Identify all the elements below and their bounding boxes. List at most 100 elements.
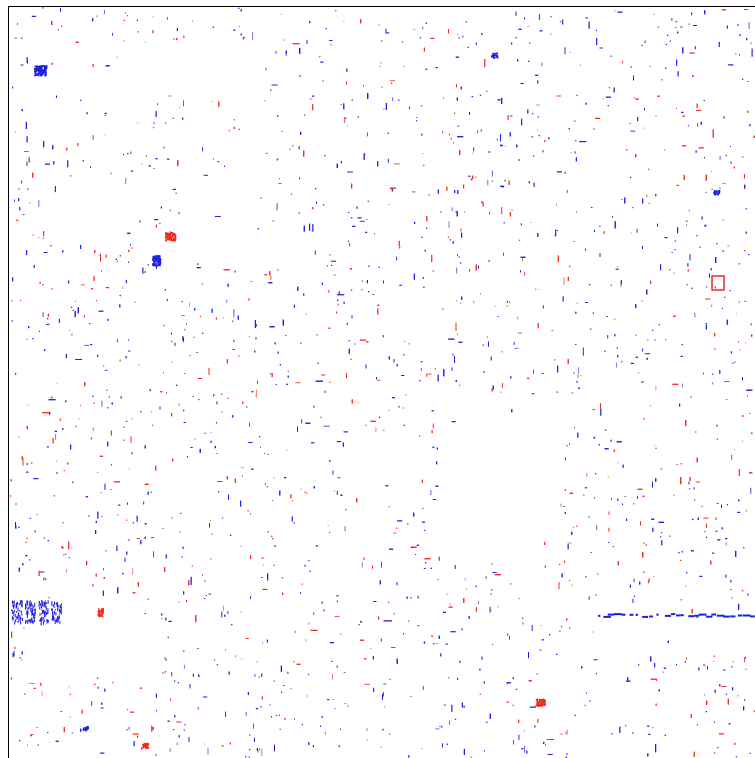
speck: [648, 202, 651, 204]
speck: [518, 734, 520, 740]
speck: [380, 746, 382, 748]
speck: [507, 633, 509, 636]
speck: [245, 711, 247, 716]
speck: [384, 706, 386, 708]
speck: [84, 344, 90, 346]
speck: [340, 494, 343, 496]
speck: [608, 527, 610, 532]
speck: [530, 222, 532, 223]
speck: [574, 427, 575, 428]
speck: [144, 483, 149, 485]
speck: [433, 643, 435, 645]
speck: [500, 144, 502, 147]
speck: [367, 200, 369, 202]
speck: [737, 24, 739, 26]
speck: [711, 304, 713, 307]
speck: [28, 682, 30, 684]
speck: [439, 725, 443, 727]
speck: [328, 289, 330, 293]
speck: [298, 75, 301, 77]
speck: [240, 500, 242, 507]
speck: [144, 41, 146, 43]
speck: [241, 658, 243, 660]
speck: [665, 339, 667, 341]
speck: [101, 400, 103, 407]
speck: [43, 577, 45, 581]
speck: [283, 39, 285, 41]
speck: [21, 180, 23, 184]
speck: [641, 44, 643, 46]
speck: [703, 664, 706, 666]
speck: [518, 598, 520, 600]
speck: [169, 748, 171, 753]
speck: [497, 606, 499, 608]
speck: [748, 22, 750, 29]
speck: [538, 288, 540, 290]
speck: [333, 490, 335, 492]
speck: [58, 318, 60, 323]
speck: [101, 270, 102, 273]
speck: [172, 117, 174, 119]
speck: [176, 742, 178, 746]
speck: [163, 657, 166, 659]
speck: [460, 302, 462, 304]
speck: [514, 347, 519, 349]
speck: [385, 32, 390, 34]
speck: [734, 449, 735, 451]
speck: [23, 151, 29, 152]
speck: [620, 284, 622, 287]
speck: [543, 741, 545, 744]
speck: [393, 163, 400, 165]
speck: [31, 15, 36, 17]
speck: [108, 395, 110, 398]
speck: [71, 306, 73, 308]
speck: [449, 720, 450, 725]
speck: [734, 742, 736, 745]
speck: [157, 103, 159, 106]
speck: [711, 171, 713, 173]
speck: [30, 734, 34, 735]
speck: [104, 10, 105, 14]
speck: [240, 611, 242, 613]
speck: [396, 364, 398, 367]
speck: [280, 13, 282, 15]
speck: [460, 228, 462, 232]
speck: [448, 221, 450, 228]
speck: [21, 109, 23, 112]
speck: [456, 267, 458, 274]
speck: [270, 89, 272, 92]
speck: [695, 481, 700, 483]
speck: [637, 488, 643, 490]
speck: [569, 580, 571, 582]
speck: [377, 308, 379, 315]
speck: [744, 699, 746, 701]
speck: [80, 404, 82, 407]
speck: [254, 674, 256, 677]
speck: [630, 130, 636, 132]
speck: [284, 477, 287, 479]
speck: [40, 571, 45, 573]
speck: [723, 381, 730, 383]
speck: [567, 542, 572, 544]
speck: [264, 453, 265, 454]
speck: [374, 233, 375, 235]
speck: [75, 359, 82, 360]
speck: [456, 84, 457, 88]
speck: [585, 248, 586, 251]
speck: [420, 367, 422, 371]
speck: [273, 477, 275, 479]
speck: [485, 90, 488, 92]
speck: [703, 517, 709, 519]
speck: [431, 430, 433, 434]
speck: [18, 436, 20, 438]
speck: [365, 231, 368, 233]
speck: [481, 201, 483, 204]
speck: [738, 301, 740, 304]
speck: [464, 578, 466, 581]
speck: [12, 86, 14, 89]
speck: [588, 597, 590, 600]
speck: [537, 116, 539, 118]
speck: [216, 422, 217, 424]
speck: [290, 688, 292, 690]
